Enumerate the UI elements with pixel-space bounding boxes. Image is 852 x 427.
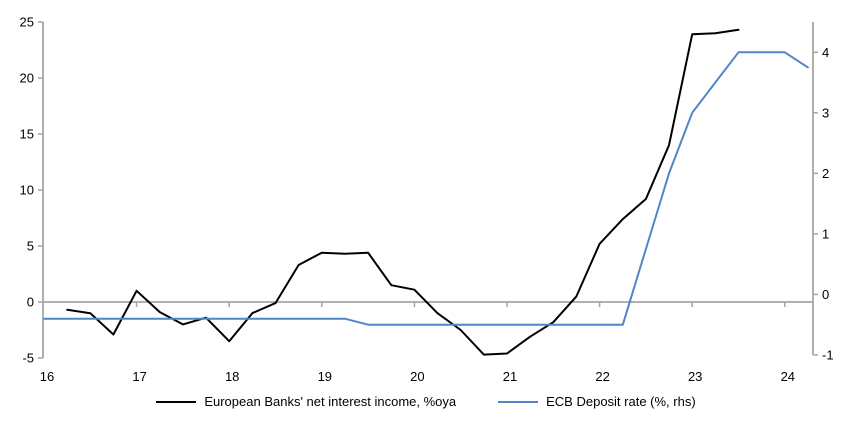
left-axis-tick-label: 0 (27, 295, 34, 310)
right-axis-tick-label: 1 (822, 226, 829, 241)
x-axis-tick-label: 18 (225, 369, 239, 384)
legend-label-ecb-deposit-rate: ECB Deposit rate (%, rhs) (546, 394, 696, 409)
x-axis-tick-label: 23 (688, 369, 702, 384)
left-axis-tick-label: 10 (20, 183, 34, 198)
x-axis-tick-label: 19 (318, 369, 332, 384)
x-axis-tick-label: 21 (503, 369, 517, 384)
blue-line-sample-icon (498, 400, 539, 403)
right-axis-tick-label: 4 (822, 45, 829, 60)
x-axis-tick-label: 24 (781, 369, 795, 384)
x-axis-tick-label: 20 (410, 369, 424, 384)
legend-item-ecb-deposit-rate: ECB Deposit rate (%, rhs) (498, 394, 696, 409)
right-axis-tick-label: 3 (822, 105, 829, 120)
right-axis-tick-label: 2 (822, 166, 829, 181)
x-axis-tick-label: 17 (132, 369, 146, 384)
legend-label-net-interest-income: European Banks' net interest income, %oy… (204, 394, 457, 409)
legend-item-net-interest-income: European Banks' net interest income, %oy… (156, 394, 456, 409)
net-interest-income-line (66, 28, 740, 356)
left-axis-tick-label: 5 (27, 239, 34, 254)
ecb-deposit-rate-line (43, 51, 809, 326)
black-line-sample-icon (156, 400, 197, 403)
right-axis-tick-label: -1 (822, 348, 834, 363)
left-axis-tick-label: 15 (20, 127, 34, 142)
legend: European Banks' net interest income, %oy… (0, 394, 852, 409)
left-axis-tick-label: 25 (20, 15, 34, 30)
right-axis-tick-label: 0 (822, 287, 829, 302)
left-axis-tick-label: 20 (20, 71, 34, 86)
left-axis-tick-label: -5 (22, 351, 34, 366)
x-axis-tick-label: 22 (595, 369, 609, 384)
x-axis-tick-label: 16 (40, 369, 54, 384)
